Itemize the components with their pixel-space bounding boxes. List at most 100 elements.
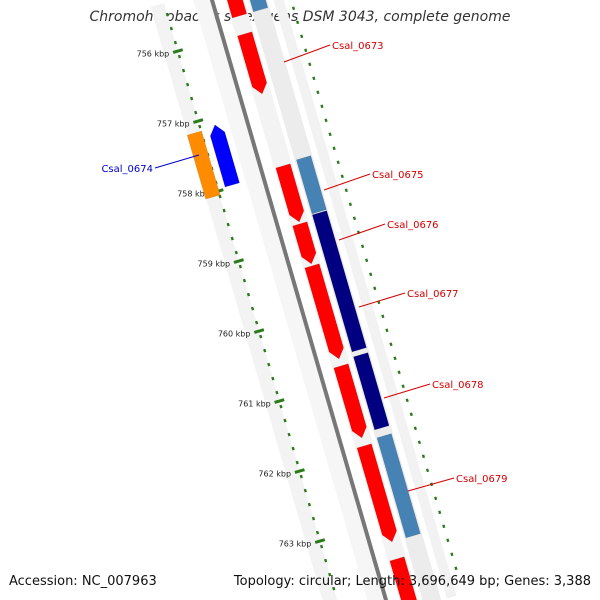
- gene-label: Csal_0675: [372, 170, 424, 181]
- inner-tick-dot: [181, 68, 186, 73]
- outer-tick-dot: [405, 398, 409, 403]
- cds-forward: [275, 163, 305, 223]
- blast-hit-light: [249, 0, 269, 13]
- outer-tick-dot: [332, 146, 336, 151]
- outer-tick-dot: [393, 356, 397, 361]
- outer-tick-dot: [409, 412, 413, 417]
- outer-lane: [273, 0, 457, 599]
- inner-tick-dot: [267, 362, 271, 367]
- accession-text: Accession: NC_007963: [9, 574, 157, 589]
- blast-hit-light: [376, 433, 421, 539]
- inner-tick-dot: [250, 306, 255, 311]
- inner-tick-dot: [165, 12, 169, 17]
- outer-tick-dot: [417, 440, 421, 445]
- outer-tick-dot: [446, 538, 450, 543]
- inner-tick-dot: [238, 264, 242, 269]
- kbp-label: 756 kbp: [137, 50, 170, 59]
- cds-forward: [226, 0, 248, 19]
- kbp-label: 761 kbp: [238, 400, 271, 409]
- outer-tick-dot: [296, 20, 300, 25]
- inner-tick-dot: [283, 418, 287, 423]
- kbp-tick: [314, 538, 326, 544]
- outer-tick-dot: [434, 496, 438, 501]
- kbp-tick: [172, 48, 184, 54]
- inner-tick-dot: [263, 348, 267, 353]
- inner-tick-dot: [242, 278, 247, 283]
- inner-tick-dot: [194, 110, 198, 115]
- reverse-blast-lane: [150, 3, 338, 600]
- outer-tick-dot: [397, 370, 401, 375]
- map-title: Chromohalobacter salexigens DSM 3043, co…: [89, 9, 511, 25]
- gene-label: Csal_0678: [432, 380, 484, 391]
- outer-tick-dot: [340, 174, 344, 179]
- gene-label: Csal_0673: [332, 41, 384, 52]
- gene-label: Csal_0676: [387, 220, 439, 231]
- inner-tick-dot: [332, 586, 336, 591]
- outer-tick-dot: [369, 272, 373, 277]
- gene-label-leader: [407, 477, 455, 492]
- outer-tick-dot: [312, 76, 316, 81]
- inner-tick-dot: [255, 320, 259, 325]
- reverse-cds-lane: [193, 0, 384, 600]
- outer-tick-dot: [316, 90, 320, 95]
- outer-tick-dot: [291, 6, 296, 11]
- outer-tick-dot: [360, 244, 365, 249]
- blast-hit-dark: [353, 352, 390, 431]
- scale-rings: [165, 6, 458, 591]
- kbp-label: 762 kbp: [258, 470, 291, 479]
- inner-tick-dot: [328, 572, 332, 577]
- inner-tick-dot: [222, 208, 226, 213]
- outer-tick-dot: [401, 384, 405, 389]
- gene-label: Csal_0679: [456, 474, 508, 485]
- outer-tick-dot: [328, 132, 332, 137]
- gene-label-leader: [283, 44, 331, 63]
- outer-tick-dot: [304, 48, 308, 53]
- cds-forward: [237, 31, 268, 95]
- inner-tick-dot: [303, 488, 307, 493]
- outer-tick-dot: [324, 118, 328, 123]
- inner-tick-dot: [287, 432, 291, 437]
- outer-tick-dot: [344, 188, 348, 193]
- gene-labels: Csal_0673 Csal_0674 Csal_0675 Csal_0676 Csal…: [101, 41, 508, 492]
- inner-tick-dot: [246, 292, 251, 297]
- outer-tick-dot: [454, 566, 458, 571]
- outer-tick-dot: [438, 510, 442, 515]
- kbp-label: 758 kbp: [177, 190, 210, 199]
- cds-reverse: [186, 130, 221, 200]
- outer-tick-dot: [373, 286, 377, 291]
- outer-tick-dot: [308, 62, 312, 67]
- inner-tick-dot: [295, 460, 299, 465]
- kbp-label: 763 kbp: [279, 540, 312, 549]
- cds-forward: [356, 443, 397, 543]
- inner-tick-dot: [177, 54, 182, 59]
- outer-tick-dot: [348, 202, 352, 207]
- backbone-highlight: [215, 0, 391, 600]
- outer-tick-dot: [320, 104, 324, 109]
- kbp-tick: [253, 328, 265, 334]
- gene-label-leader: [358, 292, 406, 308]
- outer-tick-dot: [352, 216, 357, 221]
- genome-backbone: [209, 0, 389, 600]
- kbp-tick: [192, 118, 204, 124]
- gene-label-leader: [323, 173, 371, 191]
- gene-label-leader: [154, 154, 200, 169]
- blast-hit-light: [295, 155, 327, 215]
- inner-tick-dot: [234, 250, 238, 255]
- inner-tick-dot: [291, 446, 295, 451]
- kbp-label: 760 kbp: [218, 330, 251, 339]
- inner-tick-dot: [315, 530, 320, 535]
- outer-tick-dot: [421, 454, 426, 459]
- outer-tick-dot: [336, 160, 340, 165]
- kbp-tick: [274, 398, 285, 404]
- inner-tick-dot: [173, 40, 178, 45]
- inner-tick-dot: [324, 558, 328, 563]
- cds-forward: [292, 221, 317, 265]
- inner-tick-dot: [186, 82, 190, 87]
- inner-tick-dot: [307, 502, 311, 507]
- outer-tick-dot: [389, 342, 393, 347]
- outer-tick-dot: [300, 34, 304, 39]
- topology-summary: Topology: circular; Length: 3,696,649 bp…: [233, 574, 591, 589]
- cds-forward: [333, 363, 367, 439]
- gene-label-leader: [383, 383, 431, 399]
